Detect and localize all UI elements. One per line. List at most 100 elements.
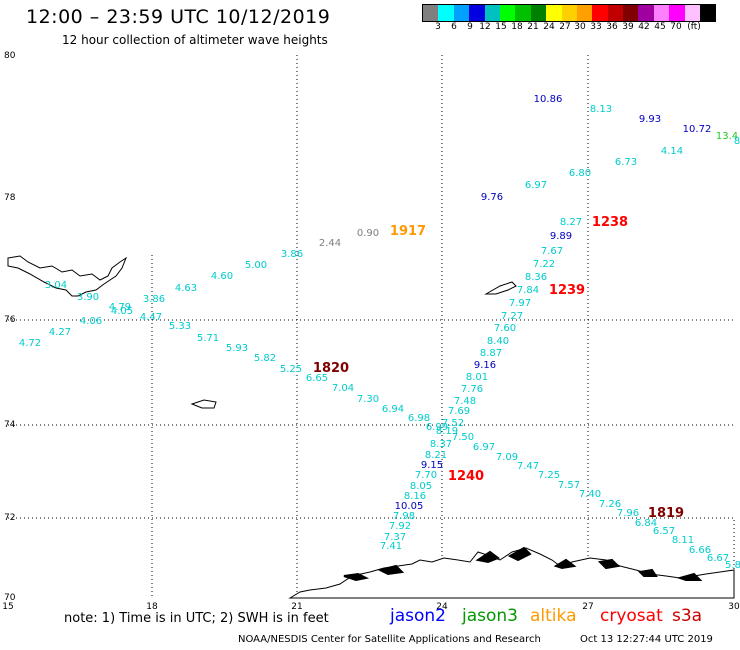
color-swatch — [592, 5, 608, 21]
wave-height-label: 8.40 — [487, 336, 509, 347]
pass-id-label: 1238 — [592, 215, 628, 230]
wave-height-label: 4.72 — [19, 338, 41, 349]
color-swatch — [700, 5, 716, 21]
wave-height-label: 8.36 — [525, 272, 547, 283]
wave-height-label: 7.04 — [332, 383, 354, 394]
color-scale-label: 15 — [495, 22, 507, 32]
legend-s3a: s3a — [672, 606, 703, 626]
longitude-tick-label: 30 — [728, 602, 740, 612]
wave-height-label: 6.94 — [382, 404, 404, 415]
wave-height-label: 4.27 — [49, 327, 71, 338]
wave-height-label: 8.05 — [410, 481, 432, 492]
color-swatch — [423, 5, 439, 21]
wave-height-label: 9.16 — [474, 360, 496, 371]
wave-height-label: 6.99 — [426, 422, 448, 433]
longitude-tick-label: 18 — [146, 602, 158, 612]
norway-fjords — [343, 546, 703, 582]
wave-height-label: 8.21 — [425, 450, 447, 461]
legend-jason3: jason3 — [462, 606, 518, 626]
footer-credit: NOAA/NESDIS Center for Satellite Applica… — [238, 634, 541, 645]
wave-height-label: 6.65 — [306, 373, 328, 384]
color-swatch — [623, 5, 639, 21]
wave-height-label: 7.48 — [454, 396, 476, 407]
wave-height-label: 7.26 — [599, 499, 621, 510]
color-scale-label: 18 — [511, 22, 523, 32]
wave-height-label: 8.87 — [480, 348, 502, 359]
color-scale-label: (ft) — [687, 22, 701, 32]
wave-height-label: 8.11 — [672, 535, 694, 546]
wave-height-label: 7.98 — [393, 511, 415, 522]
wave-height-label: 10.72 — [683, 124, 712, 135]
color-swatch — [530, 5, 547, 21]
color-swatch — [453, 5, 470, 21]
color-scale-label: 33 — [590, 22, 602, 32]
longitude-ticks: 15 18 21 24 27 30 — [2, 602, 740, 612]
wave-height-label: 6.57 — [653, 526, 675, 537]
wave-height-label: 6.97 — [473, 442, 495, 453]
wave-height-label: 4.05 — [111, 306, 133, 317]
wave-height-label: 7.25 — [538, 470, 560, 481]
legend-jason2: jason2 — [390, 606, 446, 626]
latitude-ticks: 80 78 76 74 72 70 — [4, 51, 16, 603]
color-swatch — [653, 5, 670, 21]
color-swatch — [607, 5, 624, 21]
color-scale-label: 30 — [574, 22, 586, 32]
color-swatch — [546, 5, 562, 21]
color-scale-label: 12 — [479, 22, 491, 32]
wave-height-label: 7.97 — [509, 298, 531, 309]
wave-height-label: 10.86 — [534, 94, 563, 105]
wave-height-label: 5.00 — [245, 260, 267, 271]
color-swatch — [469, 5, 485, 21]
wave-height-label: 10.05 — [395, 501, 424, 512]
pass-id-label: 1239 — [549, 283, 585, 298]
wave-height-label: 7.92 — [389, 521, 411, 532]
wave-height-label: 6.97 — [525, 180, 547, 191]
color-scale-label: 24 — [543, 22, 555, 32]
pass-id-label: 1240 — [448, 469, 484, 484]
latitude-tick-label: 78 — [4, 193, 16, 203]
color-scale-label: 42 — [638, 22, 650, 32]
wave-height-label: 7.50 — [452, 432, 474, 443]
wave-height-label: 8.37 — [430, 439, 452, 450]
color-swatch — [515, 5, 531, 21]
color-swatch — [561, 5, 577, 21]
color-scale-label: 9 — [467, 22, 473, 32]
wave-height-label: 7.27 — [501, 311, 523, 322]
longitude-tick-label: 24 — [436, 602, 448, 612]
wave-height-label: 7.76 — [461, 384, 483, 395]
wave-height-label: 7.57 — [558, 480, 580, 491]
wave-height-label: 9.76 — [481, 192, 503, 203]
wave-height-label: 7.37 — [384, 532, 406, 543]
color-swatch — [484, 5, 500, 21]
pass-id-label: 1917 — [390, 224, 426, 239]
pass-id-label: 1820 — [313, 361, 349, 376]
wave-height-label: 9.89 — [550, 231, 572, 242]
graticule — [8, 55, 734, 598]
wave-height-label: 7.09 — [496, 452, 518, 463]
wave-height-label: 9.93 — [639, 114, 661, 125]
wave-height-labels: 10.86 8.13 9.93 10.72 13.48 6.73 4.14 6.80 6.97 9… — [19, 94, 740, 571]
color-scale-label: 70 — [670, 22, 682, 32]
wave-height-label: 8.27 — [560, 217, 582, 228]
hopen-island — [190, 399, 217, 409]
latitude-tick-label: 72 — [4, 513, 15, 523]
wave-height-label: 9.15 — [421, 460, 443, 471]
longitude-tick-label: 15 — [2, 602, 13, 612]
wave-height-label: 7.67 — [541, 246, 563, 257]
wave-height-label: 8 — [734, 136, 740, 147]
wave-height-label: 7.70 — [415, 470, 437, 481]
wave-height-label: 8.19 — [436, 426, 458, 437]
wave-height-label: 7.47 — [517, 461, 539, 472]
wave-height-label: 5.8 — [725, 560, 740, 571]
wave-height-label: 3.04 — [45, 280, 67, 291]
wave-height-label: 4.14 — [661, 146, 683, 157]
wave-height-label: 6.66 — [689, 545, 711, 556]
longitude-tick-label: 27 — [582, 602, 593, 612]
color-swatch — [684, 5, 701, 21]
wave-height-label: 8.01 — [466, 372, 488, 383]
color-scale-label: 27 — [559, 22, 571, 32]
wave-height-label: 4.63 — [175, 283, 197, 294]
latitude-tick-label: 80 — [4, 51, 16, 61]
wave-height-label: 4.79 — [109, 302, 131, 313]
